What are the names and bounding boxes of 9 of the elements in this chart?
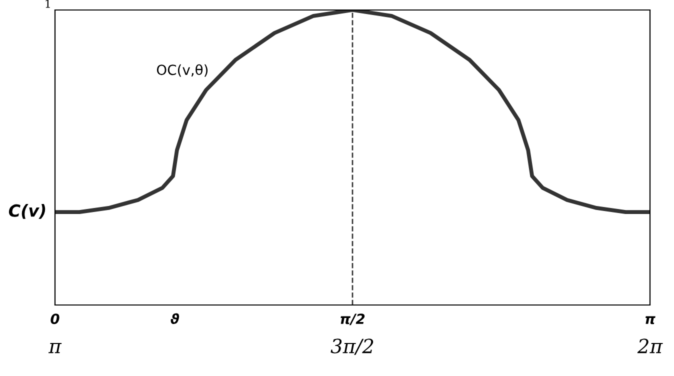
x-tick-label: π — [646, 316, 656, 324]
x-tick-label: ϑ — [170, 313, 180, 324]
x-tick-label: 0 — [50, 314, 60, 324]
x2-tick-label: 2π — [637, 338, 663, 354]
annotation: OC(v,θ) — [156, 64, 208, 77]
annotation: C(v) — [8, 204, 46, 219]
x2-tick-label: 3π/2 — [330, 338, 374, 355]
x2-tick-label: π — [48, 343, 62, 354]
x-tick-label: π/2 — [340, 314, 365, 326]
